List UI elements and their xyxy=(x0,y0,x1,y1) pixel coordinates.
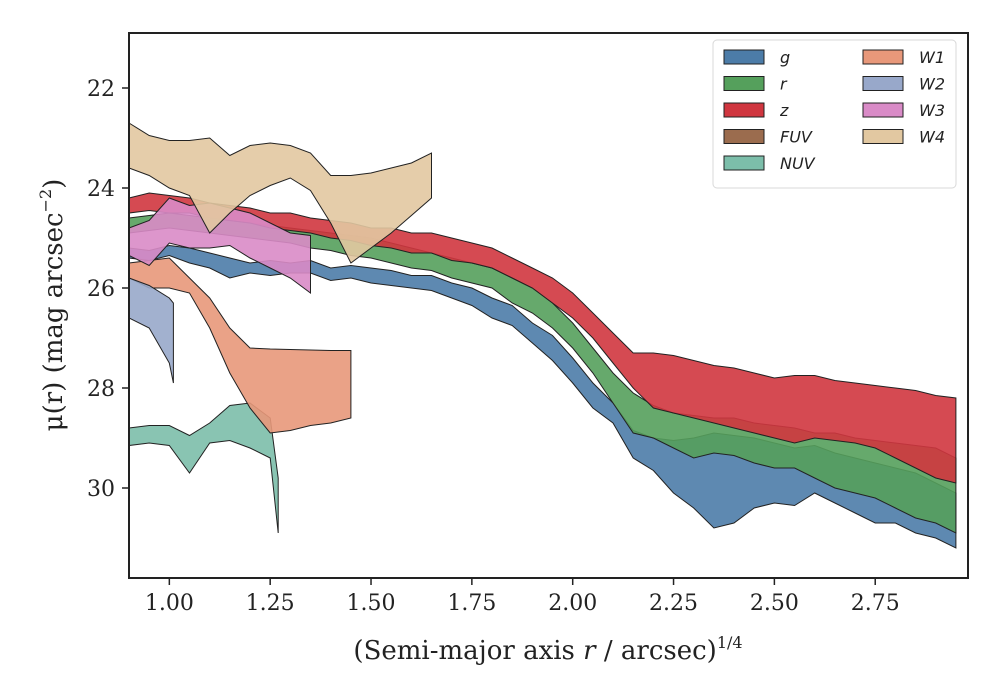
x-tick-label: 2.75 xyxy=(851,591,900,616)
y-tick-label: 26 xyxy=(87,277,115,302)
legend-swatch-W2 xyxy=(862,76,904,91)
band-W1 xyxy=(128,257,352,434)
legend-swatch-NUV xyxy=(723,155,765,171)
legend-label-W4: W4 xyxy=(919,128,945,147)
x-axis-ticks: 1.00 1.25 1.50 1.75 2.00 2.25 2.50 2.75 xyxy=(145,578,900,616)
legend-label-FUV: FUV xyxy=(780,128,813,147)
legend-swatch-W3 xyxy=(862,102,904,118)
x-tick-label: 2.00 xyxy=(548,591,597,616)
x-tick-label: 1.25 xyxy=(246,591,295,616)
band-W2 xyxy=(128,277,174,384)
y-axis-ticks: 22 24 26 28 30 xyxy=(87,77,129,502)
band-z xyxy=(128,192,957,484)
legend-label-r: r xyxy=(780,75,788,94)
legend: grz FUV NUV W1 W2 W3 W4 xyxy=(712,39,957,189)
x-tick-label: 1.75 xyxy=(447,591,496,616)
legend-label-W2: W2 xyxy=(919,75,945,94)
band-NUV xyxy=(128,402,279,534)
x-tick-label: 2.25 xyxy=(649,591,698,616)
legend-swatch-g xyxy=(723,49,765,65)
legend-label-g: g xyxy=(780,48,790,67)
x-tick-label: 1.00 xyxy=(145,591,194,616)
legend-label-W1: W1 xyxy=(919,48,945,67)
y-tick-label: 28 xyxy=(87,377,115,402)
y-tick-label: 24 xyxy=(87,177,115,202)
legend-swatch-W1 xyxy=(862,49,904,65)
legend-label-NUV: NUV xyxy=(780,154,816,173)
legend-swatch-z xyxy=(723,102,765,118)
legend-label-z: z xyxy=(779,101,789,120)
band-g xyxy=(128,244,957,549)
y-axis-label: μ(r) (mag arcsec−2) xyxy=(36,179,69,432)
series-bands xyxy=(128,122,957,549)
x-tick-label: 2.50 xyxy=(750,591,799,616)
band-W4 xyxy=(128,122,432,264)
legend-swatch-W4 xyxy=(862,129,904,144)
plot-frame xyxy=(128,32,969,579)
y-tick-label: 22 xyxy=(87,77,115,102)
legend-label-W3: W3 xyxy=(919,101,945,120)
x-tick-label: 1.50 xyxy=(347,591,396,616)
x-axis-label: (Semi-major axis r / arcsec)1/4 xyxy=(353,633,742,666)
legend-swatch-FUV xyxy=(723,129,765,144)
legend-swatch-r xyxy=(723,76,765,91)
y-tick-label: 30 xyxy=(87,477,115,502)
